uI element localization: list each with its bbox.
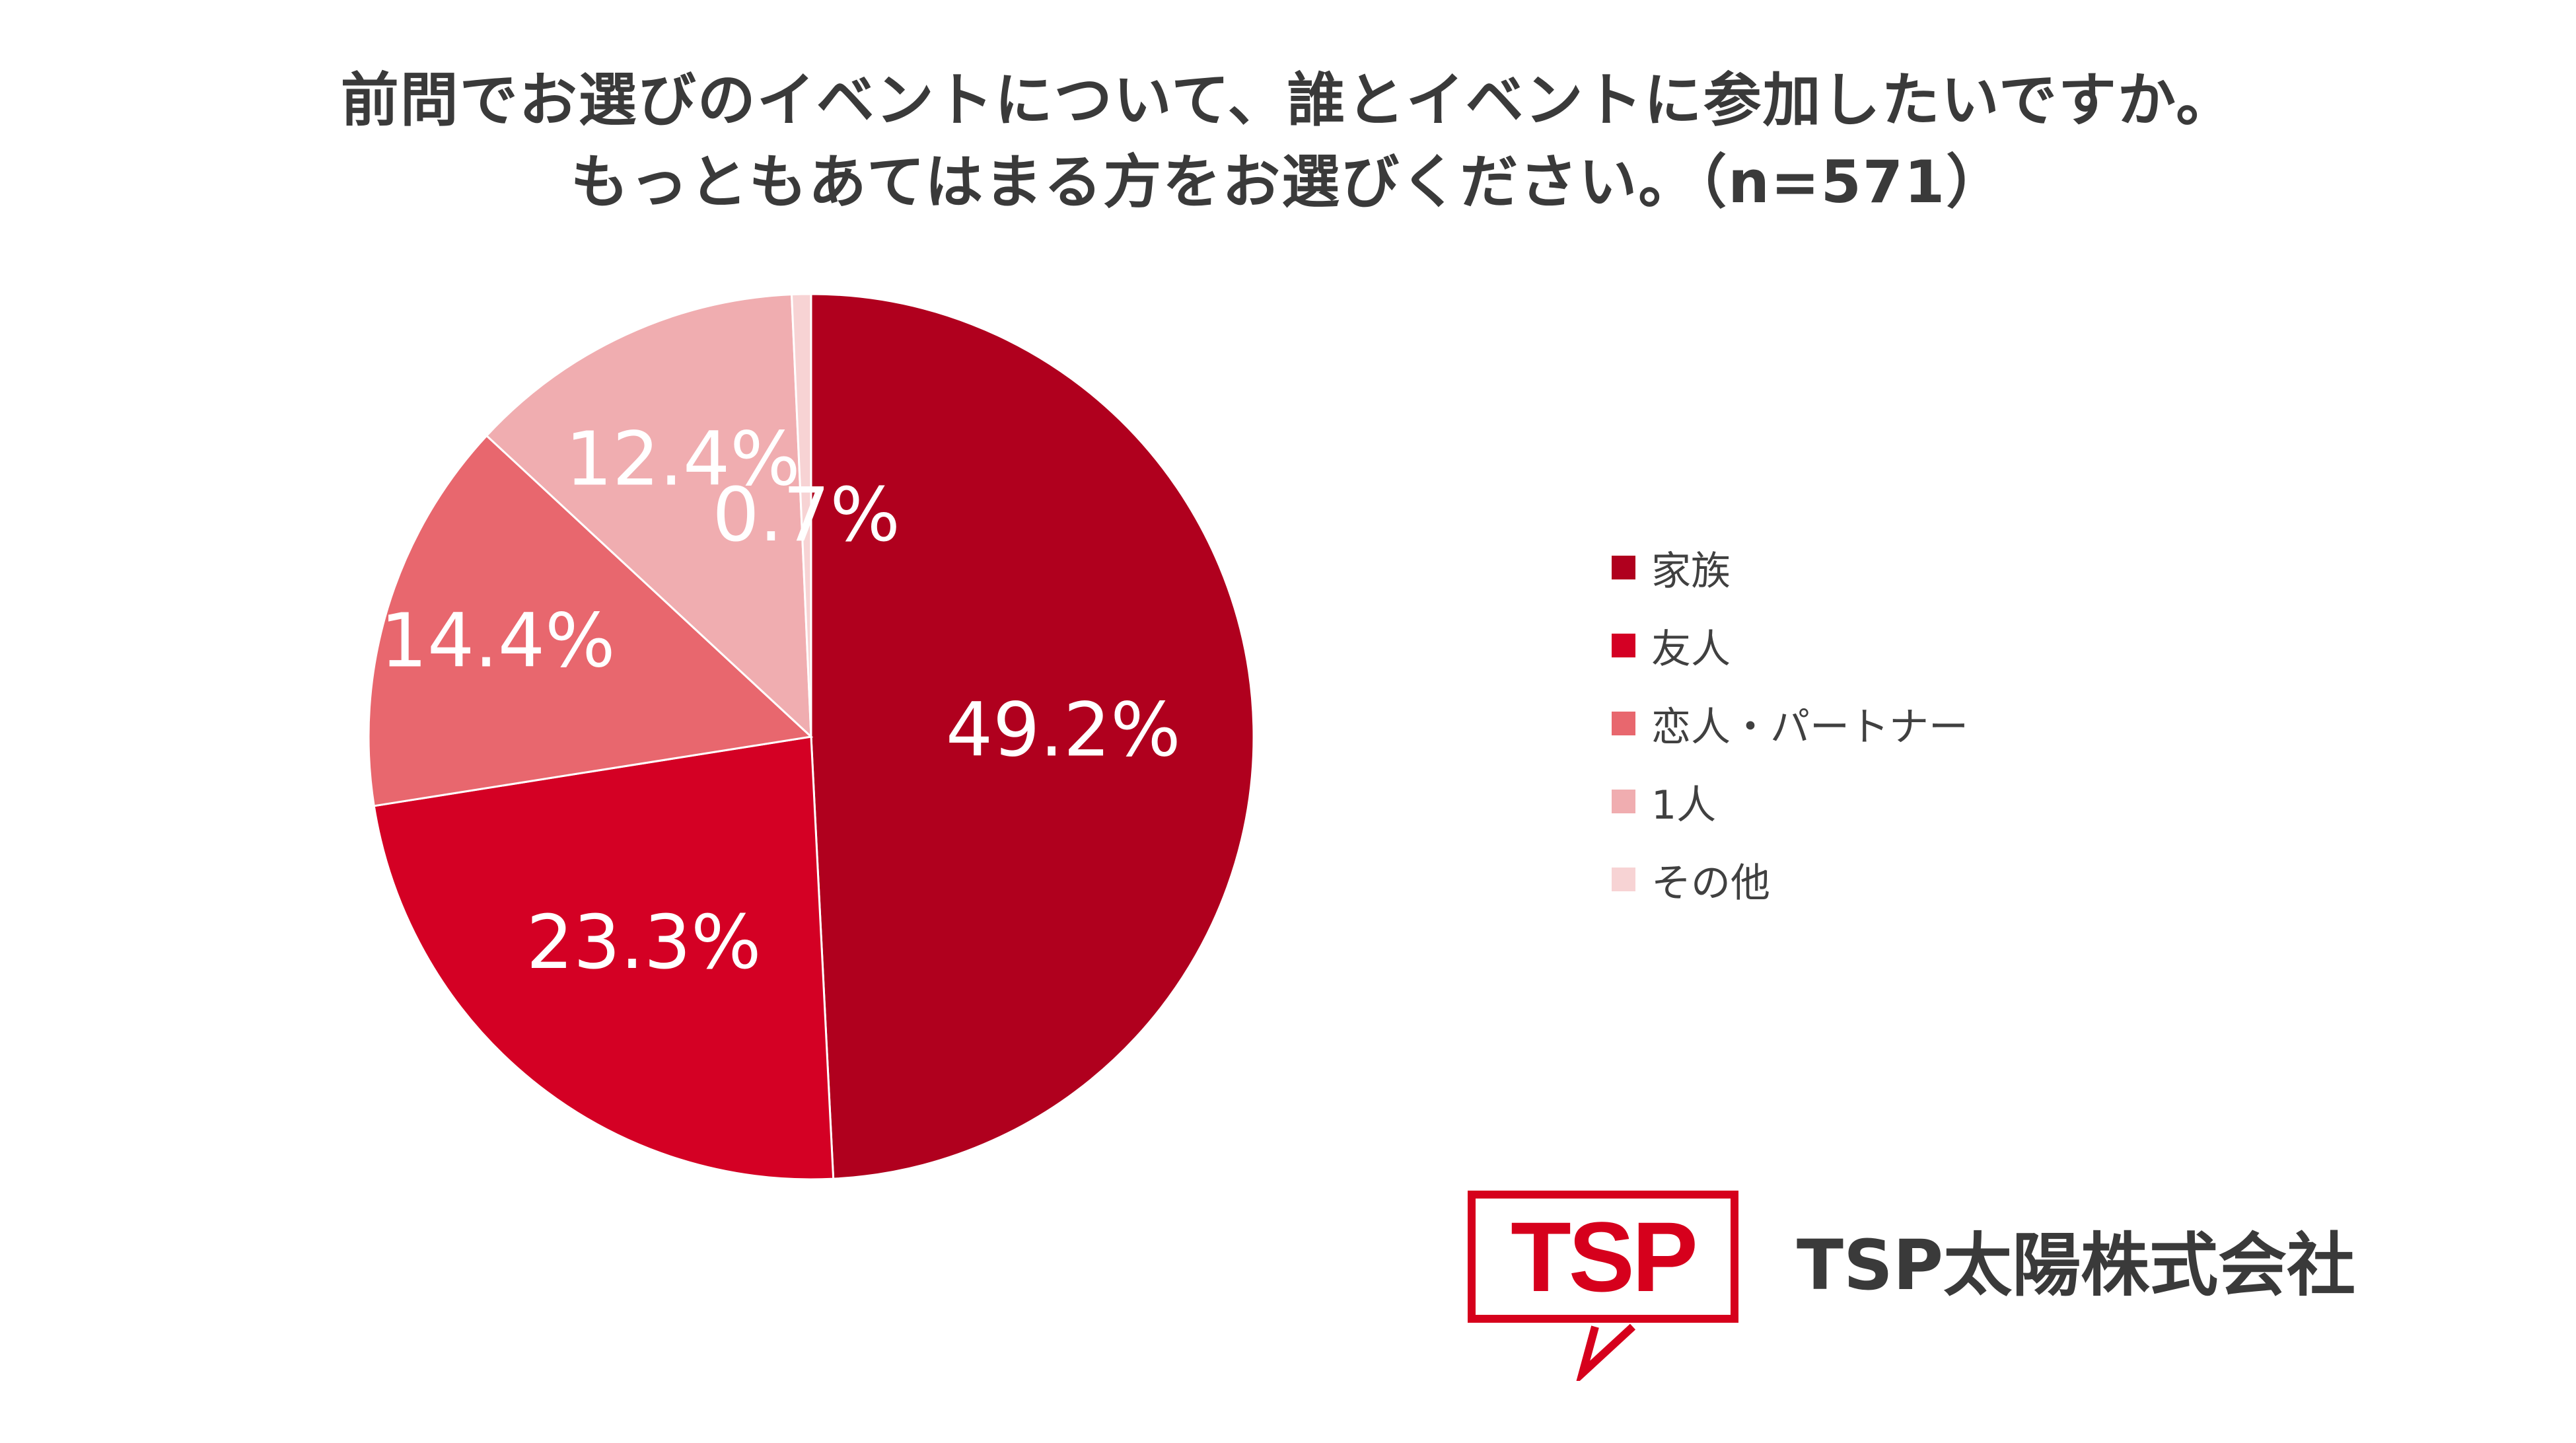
legend-swatch (1612, 634, 1635, 657)
legend-swatch (1612, 868, 1635, 891)
legend-swatch (1612, 790, 1635, 813)
company-logo: TSP TSP太陽株式会社 (1460, 1183, 2451, 1381)
pie-slice-other (790, 293, 812, 737)
company-name: TSP太陽株式会社 (1797, 1225, 2356, 1306)
chart-title-line-1: 前問でお選びのイベントについて、誰とイベントに参加したいですか。 (340, 66, 2236, 134)
legend-label: 恋人・パートナー (1651, 704, 1968, 751)
legend-item-friends: 友人 (1612, 607, 1968, 684)
legend-label: 1人 (1651, 782, 1717, 829)
pie-label-friends: 23.3% (526, 900, 762, 986)
logo-box (1468, 1191, 1738, 1323)
legend-swatch (1612, 712, 1635, 735)
logo-mark: TSP (1511, 1201, 1698, 1312)
legend-swatch (1612, 556, 1635, 579)
pie-label-other: 0.7% (712, 472, 900, 558)
pie-slice-friends (373, 735, 835, 1181)
pie-slice-partner (367, 434, 814, 807)
pie-label-partner: 14.4% (380, 599, 616, 684)
pie-label-alone: 12.4% (565, 416, 801, 502)
legend-label: 家族 (1651, 548, 1731, 595)
legend-item-partner: 恋人・パートナー (1612, 684, 1968, 762)
pie-slice-family (810, 293, 1255, 1180)
legend-label: 友人 (1651, 626, 1731, 673)
legend-item-alone: 1人 (1612, 762, 1968, 840)
legend-label: その他 (1651, 860, 1770, 906)
pie-slice-alone (485, 293, 812, 739)
speech-bubble-tail-icon (1576, 1323, 1636, 1381)
chart-title-line-2: もっともあてはまる方をお選びください。（n=571） (570, 148, 2006, 216)
chart-title: 前問でお選びのイベントについて、誰とイベントに参加したいですか。 もっともあては… (0, 59, 2576, 223)
legend-item-family: 家族 (1612, 529, 1968, 607)
legend-item-other: その他 (1612, 840, 1968, 918)
pie-label-family: 49.2% (946, 687, 1181, 773)
legend: 家族 友人 恋人・パートナー 1人 その他 (1612, 529, 1968, 918)
